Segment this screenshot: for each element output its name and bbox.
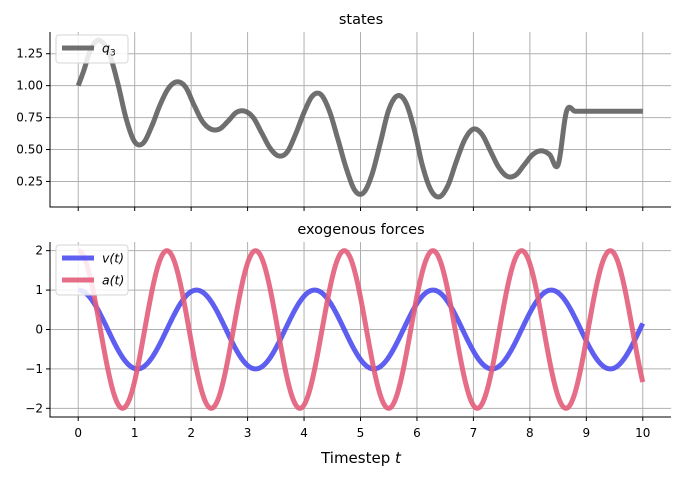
x-tick-label: 3 [244,426,252,440]
forces-axes [49,242,671,418]
states-title: states [339,12,383,28]
legend-label-subscript: 3 [110,49,116,59]
x-tick-label: 10 [635,426,650,440]
legend-label: a(t) [102,273,124,288]
states-x-ticks [77,207,644,211]
x-tick-label: 5 [357,426,365,440]
y-tick-label: 1 [35,283,43,297]
x-axis-label-text: Timestep [320,449,390,467]
x-tick-label: 0 [74,426,82,440]
y-tick-label: 0.25 [16,174,43,188]
series-line-0 [76,287,646,372]
x-tick-label: 9 [582,426,590,440]
x-tick-label: 2 [187,426,195,440]
x-tick-label: 7 [470,426,478,440]
forces-title: exogenous forces [297,222,424,238]
y-tick-label: 0 [35,323,43,337]
forces-panel: exogenous forces −2 −1 0 1 2 0 1 2 3 4 5 6 7 8 9 10 v(… [25,222,671,440]
x-tick-label: 8 [526,426,534,440]
states-series [75,37,645,200]
states-legend: q3 [55,34,129,64]
x-axis-label-var: t [395,449,402,467]
y-tick-label: 1.25 [16,47,43,61]
forces-legend: v(t) a(t) [55,244,129,296]
series-line-1 [76,248,646,411]
states-axes [49,32,671,208]
forces-series [76,248,646,411]
y-tick-label: 2 [35,244,43,258]
forces-x-ticks: 0 1 2 3 4 5 6 7 8 9 10 [74,417,650,440]
x-tick-label: 1 [131,426,139,440]
states-panel: states 0.25 0.50 0.75 1.00 1.25 q3 [16,12,671,211]
series-line-0 [75,37,645,200]
legend-label: v(t) [102,251,124,266]
x-tick-label: 4 [300,426,308,440]
y-tick-label: 0.50 [16,143,43,157]
forces-y-ticks: −2 −1 0 1 2 [25,244,50,415]
x-axis-label: Timestep t [320,449,402,467]
x-tick-label: 6 [413,426,421,440]
states-y-ticks: 0.25 0.50 0.75 1.00 1.25 [16,47,50,188]
y-tick-label: 0.75 [16,111,43,125]
y-tick-label: 1.00 [16,79,43,93]
y-tick-label: −1 [25,362,43,376]
y-tick-label: −2 [25,401,43,415]
axis-spines [49,32,671,208]
axis-spines [49,242,671,418]
states-grid [50,32,671,207]
